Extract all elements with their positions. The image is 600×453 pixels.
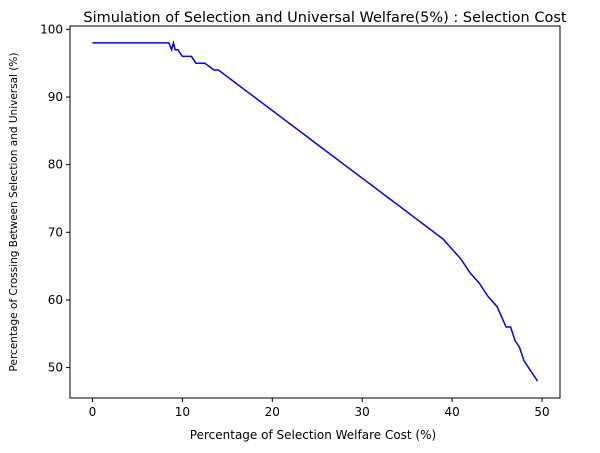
x-tick-label: 10	[175, 405, 190, 419]
x-tick-label: 50	[534, 405, 549, 419]
y-axis: 50 60 70 80 90 100	[40, 22, 70, 375]
x-axis-label: Percentage of Selection Welfare Cost (%)	[190, 428, 436, 442]
y-tick-label: 50	[48, 361, 63, 375]
x-axis: 0 10 20 30 40 50	[89, 398, 550, 419]
x-tick-label: 30	[355, 405, 370, 419]
y-axis-label: Percentage of Crossing Between Selection…	[8, 53, 20, 372]
x-tick-label: 40	[444, 405, 459, 419]
series-line	[92, 39, 539, 382]
y-tick-label: 100	[40, 22, 63, 36]
y-tick-label: 90	[48, 90, 63, 104]
plot-area	[69, 25, 561, 399]
x-tick-label: 0	[89, 405, 97, 419]
chart-title: Simulation of Selection and Universal We…	[83, 10, 567, 26]
y-tick-label: 80	[48, 158, 63, 172]
x-tick-label: 20	[265, 405, 280, 419]
y-tick-label: 60	[48, 293, 63, 307]
y-tick-label: 70	[48, 225, 63, 239]
